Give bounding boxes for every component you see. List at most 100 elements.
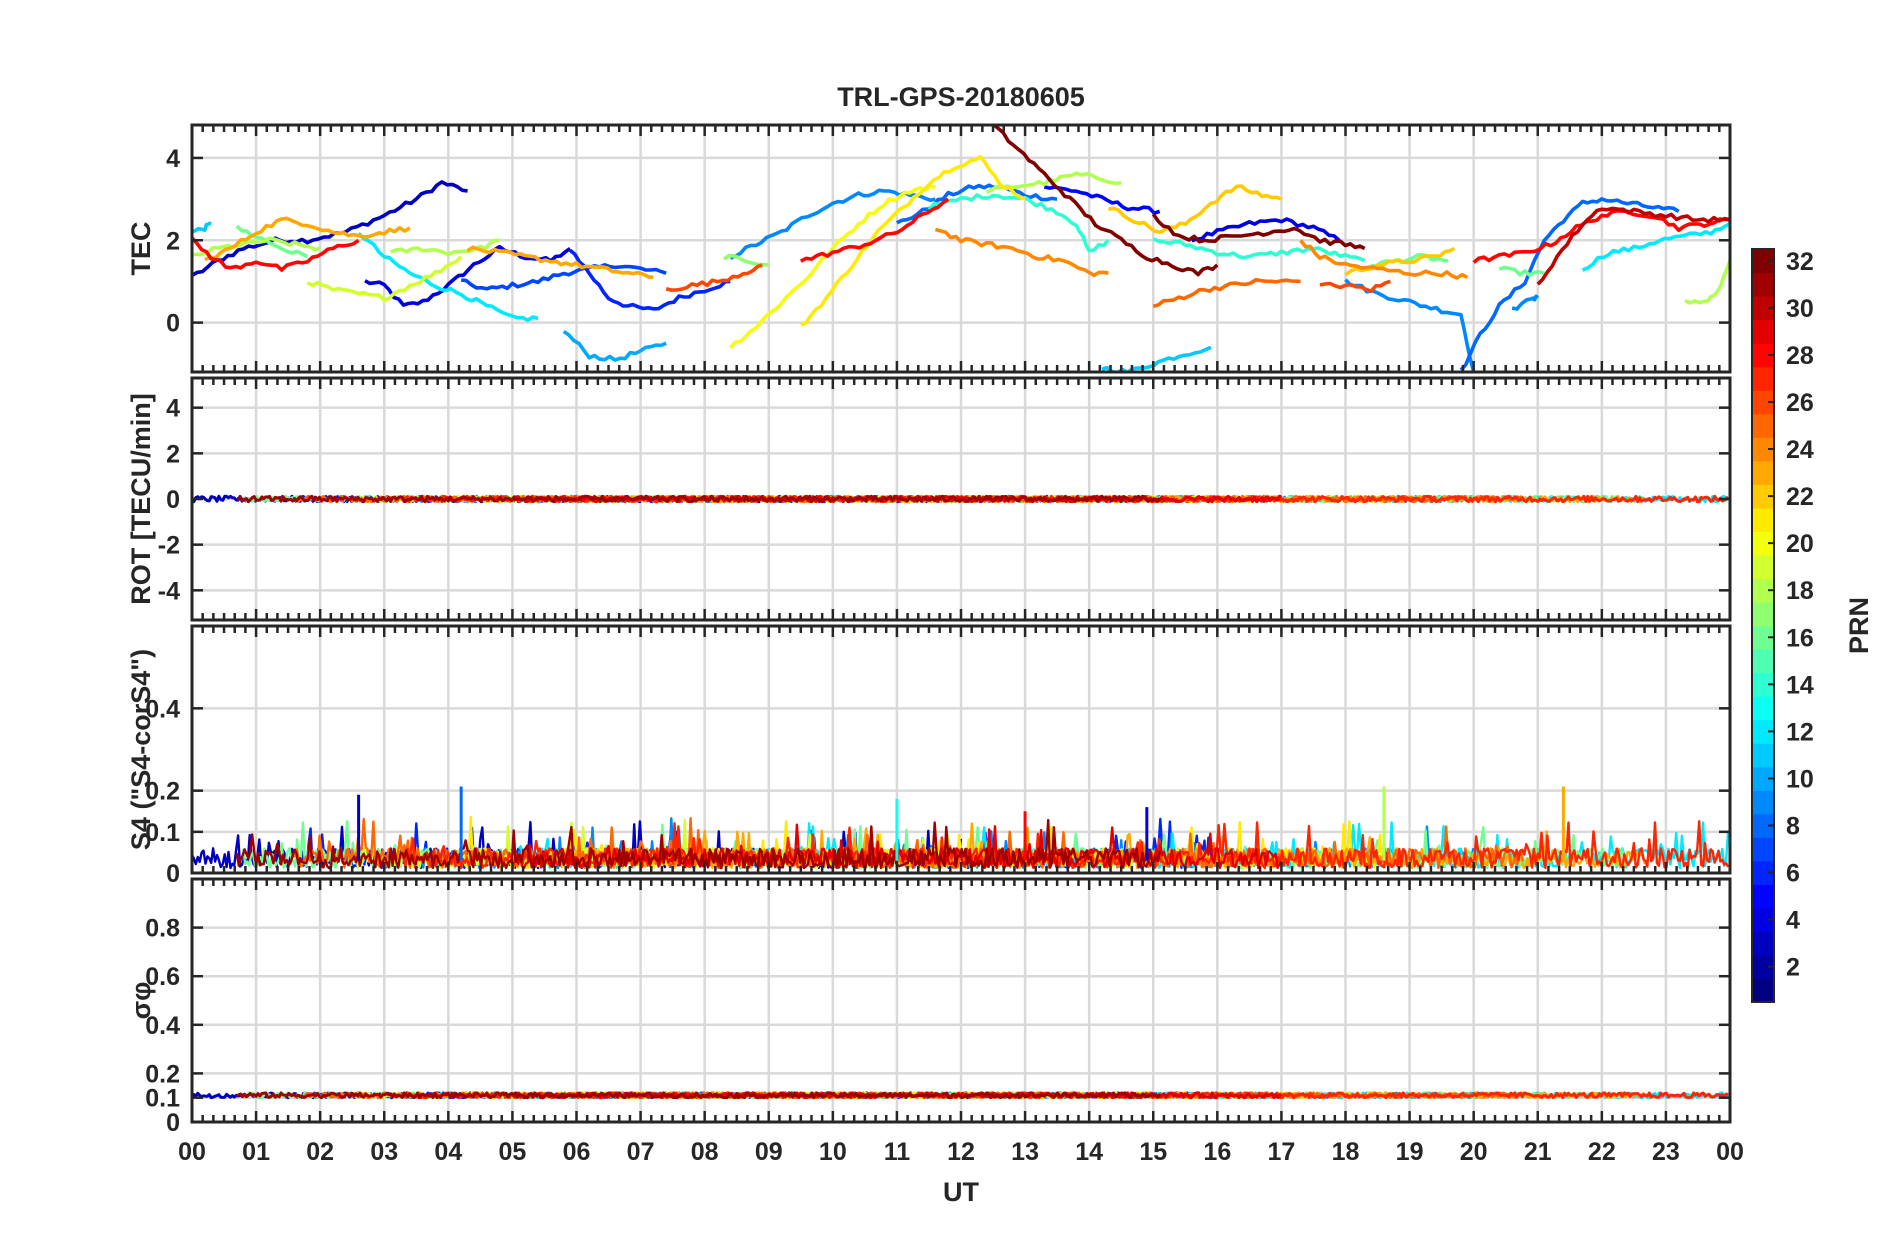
data-rot	[192, 494, 1730, 504]
colorbar-swatch-prn-13	[1752, 696, 1774, 721]
rot-series-prn-31	[236, 494, 1161, 504]
x-tick-label: 08	[691, 1138, 719, 1166]
tec-series-prn-16	[1371, 253, 1449, 268]
colorbar-swatch-prn-19	[1752, 554, 1774, 580]
tec-series-prn-11	[192, 221, 212, 234]
x-tick-label: 14	[1075, 1138, 1103, 1166]
tec-series-prn-26	[665, 263, 763, 292]
x-tick-label: 03	[370, 1138, 398, 1166]
panel-s4: 0 0.1 0.2 0.4S4 ("S4-corS4")	[126, 624, 1732, 888]
ticks-rot	[190, 378, 1732, 620]
colorbar-swatch-prn-12	[1752, 719, 1774, 744]
tec-series-prn-5	[1043, 185, 1161, 215]
chart-title: TRL-GPS-20180605	[837, 82, 1085, 112]
y-tick-label: 0	[166, 486, 180, 514]
x-tick-label: 01	[242, 1138, 270, 1166]
colorbar-swatch-prn-5	[1752, 884, 1774, 909]
tec-series-prn-32	[1151, 213, 1366, 251]
tec-series-prn-14	[927, 193, 1110, 253]
x-tick-label: 02	[306, 1138, 334, 1166]
y-tick-label: -4	[158, 577, 180, 605]
tec-series-prn-17	[722, 253, 769, 267]
y-tick-label: 0	[166, 1109, 180, 1137]
colorbar-swatch-prn-18	[1752, 578, 1774, 603]
grid-sigma_phi	[192, 879, 1730, 1124]
data-sigma_phi	[192, 1091, 1730, 1100]
colorbar-tick-label: 16	[1786, 624, 1814, 652]
x-tick-label: 09	[755, 1138, 783, 1166]
ticks-s4	[190, 626, 1732, 875]
panel-rot: -4 -2 0 2 4 ROT [TECU/min]	[126, 376, 1732, 622]
colorbar-swatch-prn-24	[1752, 437, 1774, 462]
x-tick-label: 04	[434, 1138, 462, 1166]
y-tick-label: 0.1	[145, 1085, 180, 1113]
colorbar-swatch-prn-6	[1752, 860, 1774, 885]
tec-series-prn-24	[934, 227, 1109, 278]
tec-series-prn-28	[192, 236, 360, 272]
colorbar-swatch-prn-7	[1752, 837, 1774, 862]
tec-series-prn-20	[728, 184, 936, 350]
tec-series-prn-16	[235, 224, 309, 259]
s4-series-prn-31	[235, 818, 1161, 870]
colorbar-swatch-prn-1	[1752, 978, 1774, 1003]
tec-series-prn-12	[1581, 222, 1730, 272]
x-tick-label: 07	[627, 1138, 655, 1166]
x-tick-label: 17	[1268, 1138, 1296, 1166]
colorbar-frame	[1751, 248, 1775, 1003]
colorbar-swatch-prn-14	[1752, 672, 1774, 697]
colorbar-tick-label: 32	[1786, 248, 1814, 276]
ticks-tec	[190, 125, 1732, 372]
tec-series-prn-16	[1498, 265, 1545, 277]
colorbar-swatch-prn-11	[1752, 743, 1774, 768]
tec-series-prn-25	[1152, 277, 1301, 309]
colorbar-swatch-prn-4	[1752, 907, 1774, 933]
colorbar-tick-label: 28	[1786, 342, 1814, 370]
tec-series-prn-21	[800, 155, 1026, 327]
tec-series-prn-18	[390, 238, 500, 257]
tec-series-prn-18	[1684, 260, 1730, 305]
colorbar-swatch-prn-30	[1752, 296, 1774, 321]
x-tick-label: 16	[1203, 1138, 1231, 1166]
ticks-sigma_phi	[190, 879, 1732, 1124]
x-tick-label: 12	[947, 1138, 975, 1166]
tec-series-prn-4	[1191, 217, 1341, 243]
colorbar-swatch-prn-25	[1752, 413, 1774, 438]
y-axis-label-rot: ROT [TECU/min]	[126, 393, 156, 604]
y-tick-label: 0	[166, 310, 180, 338]
tec-series-prn-22	[1108, 184, 1283, 235]
tec-series-prn-12	[357, 232, 539, 323]
x-tick-label: 19	[1396, 1138, 1424, 1166]
colorbar-swatch-prn-31	[1752, 272, 1774, 297]
colorbar-tick-label: 14	[1786, 671, 1814, 699]
y-axis-label-s4: S4 ("S4-corS4")	[126, 649, 156, 850]
tec-series-prn-3	[192, 180, 468, 278]
colorbar-swatch-prn-27	[1752, 366, 1774, 391]
colorbar-tick-label: 24	[1786, 436, 1814, 464]
grid-tec	[192, 125, 1730, 372]
x-tick-label: 18	[1332, 1138, 1360, 1166]
x-tick-label: 21	[1524, 1138, 1552, 1166]
y-tick-label: 0	[166, 860, 180, 888]
data-tec	[192, 125, 1730, 372]
colorbar-tick-label: 18	[1786, 577, 1814, 605]
y-tick-label: 0.2	[145, 778, 180, 806]
y-tick-label: 0.4	[145, 695, 180, 723]
colorbar-swatch-prn-3	[1752, 931, 1774, 956]
colorbar-tick-label: 30	[1786, 295, 1814, 323]
y-axis-label-sigma_phi: σφ	[126, 982, 156, 1020]
colorbar-tick-label: 2	[1786, 954, 1800, 982]
y-tick-label: -2	[158, 532, 180, 560]
x-tick-label: 22	[1588, 1138, 1616, 1166]
colorbar-swatch-prn-22	[1752, 484, 1774, 509]
y-tick-label: 0.8	[145, 915, 180, 943]
y-tick-label: 4	[166, 395, 180, 423]
colorbar-swatch-prn-9	[1752, 790, 1774, 815]
y-tick-label: 4	[166, 145, 180, 173]
y-tick-label: 0.1	[145, 819, 180, 847]
y-tick-label: 0.6	[145, 963, 180, 991]
tec-series-prn-14	[1152, 237, 1366, 263]
x-tick-label: 15	[1139, 1138, 1167, 1166]
